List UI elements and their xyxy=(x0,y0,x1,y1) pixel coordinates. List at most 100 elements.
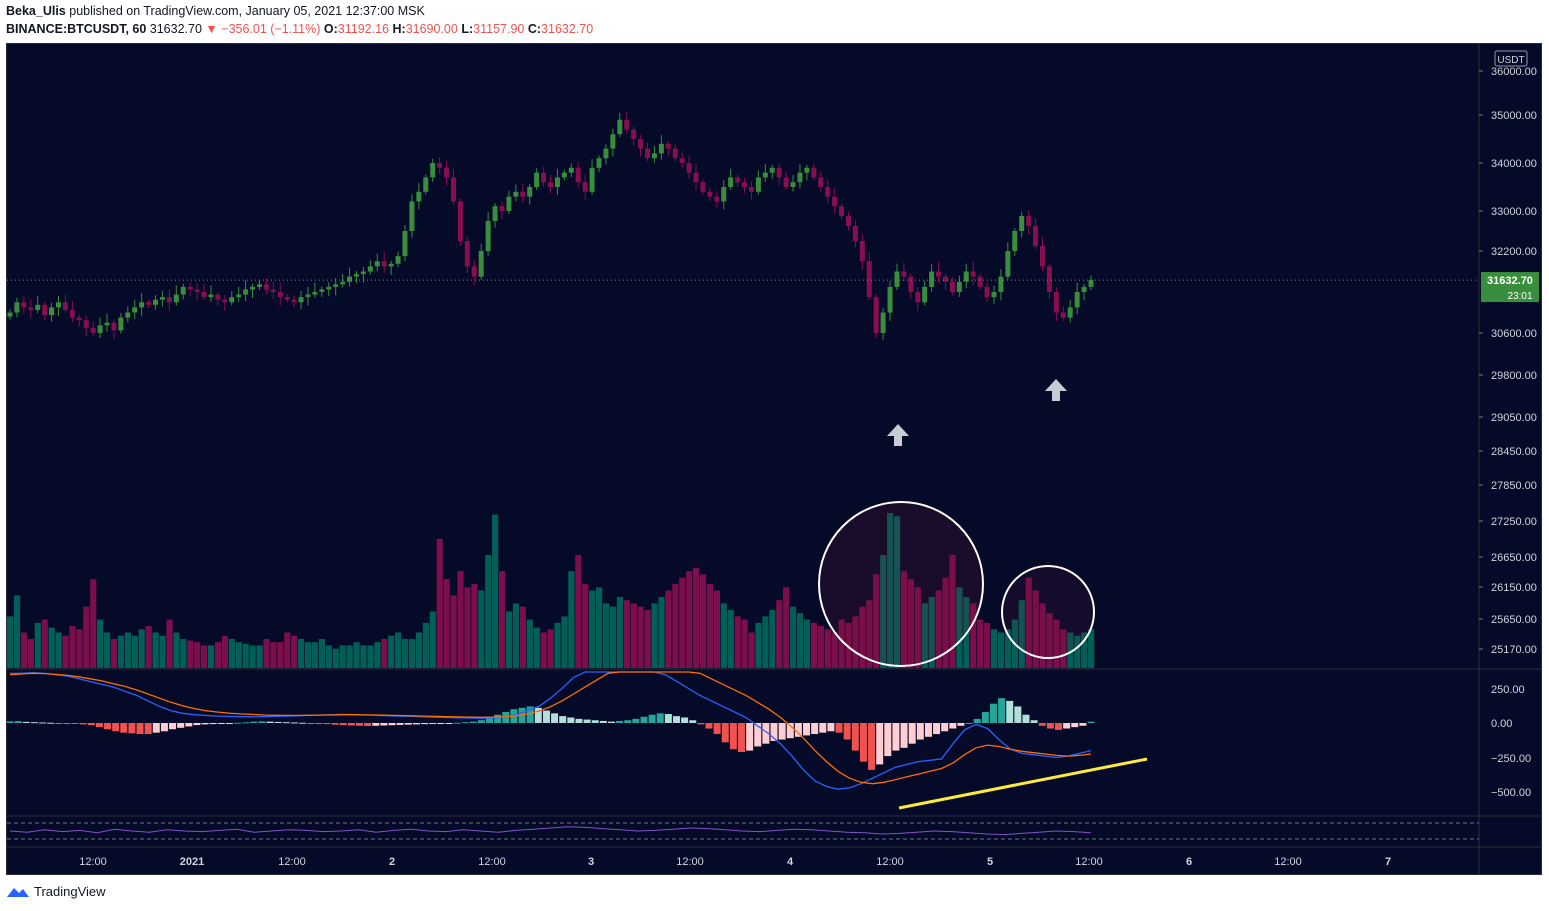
candle-body xyxy=(395,256,401,264)
macd-divergence-trendline[interactable] xyxy=(898,757,1148,810)
volume-bar xyxy=(464,587,471,668)
volume-bar xyxy=(498,571,506,668)
macd-histogram-bar xyxy=(1054,723,1062,730)
candle-body xyxy=(582,182,588,192)
volume-bar xyxy=(949,554,956,668)
macd-histogram-bar xyxy=(941,723,949,732)
volume-bar xyxy=(866,600,873,668)
macd-histogram-bar xyxy=(794,723,802,737)
volume-bar xyxy=(658,596,665,668)
volume-bar xyxy=(27,638,34,668)
volume-bar xyxy=(90,579,97,668)
volume-bar xyxy=(48,627,55,668)
volume-bar xyxy=(277,642,284,668)
arrow-up-low-1[interactable] xyxy=(887,424,909,446)
macd-histogram-bar xyxy=(583,719,591,723)
candle-body xyxy=(513,191,519,197)
volume-bar xyxy=(332,648,339,668)
volume-circle-1[interactable] xyxy=(818,501,984,667)
macd-histogram-bar xyxy=(160,723,168,732)
candle-body xyxy=(859,241,865,262)
volume-bar xyxy=(55,632,62,668)
candle-body xyxy=(949,281,955,292)
macd-histogram-bar xyxy=(933,723,941,735)
candle-body xyxy=(811,167,817,178)
macd-histogram-bar xyxy=(835,723,843,733)
volume-bar xyxy=(408,638,416,668)
macd-histogram-bar xyxy=(908,723,916,744)
volume-bar xyxy=(554,622,561,668)
candle-body xyxy=(423,177,429,192)
candle-body xyxy=(139,302,145,308)
candle-body xyxy=(1012,231,1018,251)
price-tick-label: 32200.00 xyxy=(1491,246,1537,258)
volume-bar xyxy=(34,622,41,668)
candle-body xyxy=(887,286,893,313)
macd-histogram-bar xyxy=(868,723,876,770)
macd-histogram-bar xyxy=(1006,700,1014,723)
footer-brand-label[interactable]: TradingView xyxy=(34,884,106,899)
candle-body xyxy=(229,297,235,303)
chart-canvas[interactable]: 36000.00 35000.00 34000.00 33000.00 32200.00… xyxy=(6,43,1542,875)
candle-body xyxy=(1074,292,1080,308)
volume-bar xyxy=(686,571,693,668)
candle-body xyxy=(894,271,900,287)
volume-bar xyxy=(880,554,887,668)
macd-histogram-bar xyxy=(534,707,542,723)
macd-histogram-bar xyxy=(453,722,461,724)
volume-bar xyxy=(741,619,748,668)
ohlc-legend: BINANCE:BTCUSDT, 60 31632.70 ▼ −356.01 (… xyxy=(6,22,593,36)
macd-histogram-bar xyxy=(469,721,477,723)
candle-body xyxy=(679,158,685,163)
change-value: −356.01 (−1.11%) xyxy=(221,22,321,36)
volume-bar xyxy=(519,606,526,668)
candle-body xyxy=(700,182,706,192)
volume-bar xyxy=(180,638,187,668)
volume-bar xyxy=(492,514,499,668)
macd-histogram-bar xyxy=(7,721,14,723)
macd-histogram-bar xyxy=(136,723,144,735)
volume-bar xyxy=(76,629,83,668)
macd-tick-label: 250.00 xyxy=(1491,684,1525,696)
volume-bar xyxy=(318,638,326,668)
macd-histogram-bar xyxy=(477,720,485,723)
author-name[interactable]: Beka_Ulis xyxy=(6,4,66,18)
macd-histogram-bar xyxy=(1087,721,1095,723)
volume-circle-2[interactable] xyxy=(1001,565,1095,659)
macd-histogram-bar xyxy=(445,723,453,724)
macd-histogram-bar xyxy=(47,722,55,724)
volume-bar xyxy=(914,587,921,668)
rsi-line xyxy=(9,826,1092,836)
candle-body xyxy=(49,307,55,316)
volume-bar xyxy=(776,600,783,668)
macd-histogram-bar xyxy=(957,723,965,726)
candle-body xyxy=(284,297,290,300)
footer-branding: TradingView xyxy=(6,884,106,899)
currency-badge[interactable] xyxy=(1494,50,1528,67)
volume-bar xyxy=(859,606,866,668)
candle-body xyxy=(243,289,249,295)
macd-histogram-bar xyxy=(526,706,534,723)
time-axis-label: 12:00 xyxy=(876,856,904,868)
candle-body xyxy=(437,163,443,168)
volume-bar xyxy=(1025,577,1032,668)
volume-bar xyxy=(429,611,436,668)
macd-histogram-bar xyxy=(916,723,924,740)
candle-body xyxy=(42,304,48,316)
candle-body xyxy=(333,284,339,287)
volume-bar xyxy=(41,619,48,668)
chart-svg[interactable]: 36000.00 35000.00 34000.00 33000.00 32200.00… xyxy=(7,44,1541,874)
candle-body xyxy=(728,177,734,187)
volume-bar xyxy=(769,609,776,668)
volume-bar xyxy=(173,632,180,668)
last-price-badge xyxy=(1481,272,1539,303)
macd-histogram-bar xyxy=(307,723,315,724)
macd-histogram-bar xyxy=(152,723,160,733)
volume-bar xyxy=(1053,619,1060,668)
candle-body xyxy=(208,294,214,298)
macd-line xyxy=(10,671,1092,790)
volume-bar xyxy=(395,632,402,668)
price-axis-bg[interactable] xyxy=(1479,44,1541,874)
volume-bar xyxy=(748,632,755,668)
arrow-up-low-2[interactable] xyxy=(1045,379,1067,401)
